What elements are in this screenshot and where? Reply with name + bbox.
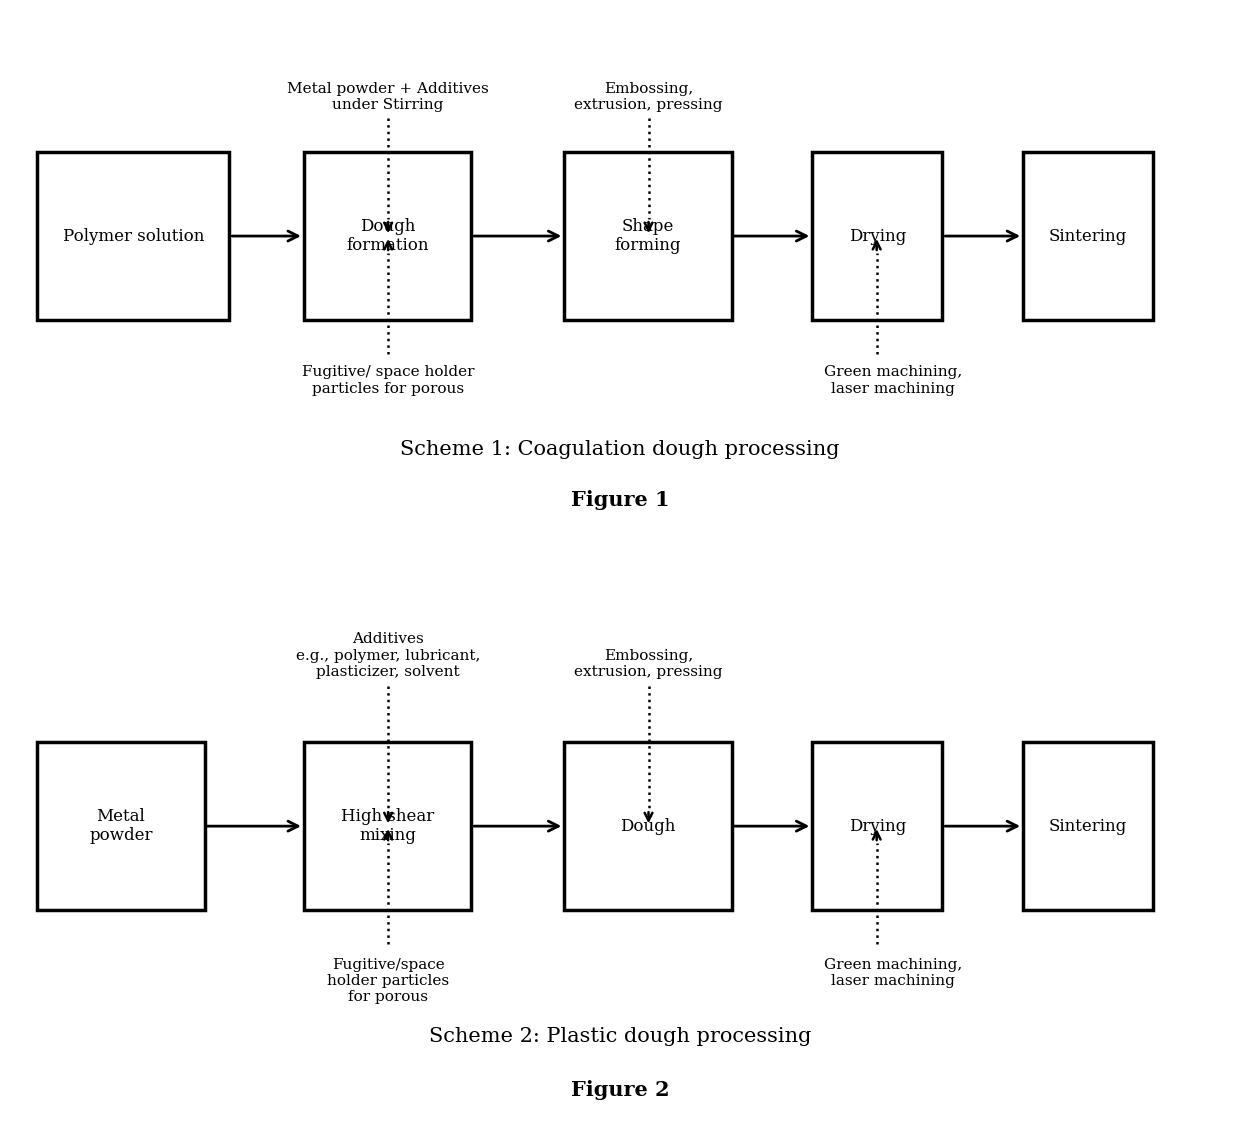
Text: Scheme 1: Coagulation dough processing: Scheme 1: Coagulation dough processing bbox=[401, 441, 839, 459]
Text: Polymer solution: Polymer solution bbox=[62, 227, 205, 245]
Text: Dough
formation: Dough formation bbox=[346, 218, 429, 254]
Text: Sintering: Sintering bbox=[1049, 817, 1127, 835]
Bar bbox=[304, 742, 471, 910]
Text: Embossing,
extrusion, pressing: Embossing, extrusion, pressing bbox=[574, 649, 723, 679]
Text: Embossing,
extrusion, pressing: Embossing, extrusion, pressing bbox=[574, 82, 723, 112]
Bar bbox=[812, 742, 942, 910]
Text: Green machining,
laser machining: Green machining, laser machining bbox=[823, 958, 962, 988]
Text: Drying: Drying bbox=[848, 817, 906, 835]
Text: Green machining,
laser machining: Green machining, laser machining bbox=[823, 365, 962, 396]
Text: Fugitive/ space holder
particles for porous: Fugitive/ space holder particles for por… bbox=[301, 365, 475, 396]
Text: Scheme 2: Plastic dough processing: Scheme 2: Plastic dough processing bbox=[429, 1027, 811, 1045]
Text: Sintering: Sintering bbox=[1049, 227, 1127, 245]
Text: Fugitive/space
holder particles
for porous: Fugitive/space holder particles for poro… bbox=[327, 958, 449, 1004]
Text: Drying: Drying bbox=[848, 227, 906, 245]
Bar bbox=[37, 742, 205, 910]
Text: High shear
mixing: High shear mixing bbox=[341, 808, 434, 844]
Text: Additives
e.g., polymer, lubricant,
plasticizer, solvent: Additives e.g., polymer, lubricant, plas… bbox=[296, 633, 480, 679]
Text: Metal powder + Additives
under Stirring: Metal powder + Additives under Stirring bbox=[288, 82, 489, 112]
Bar bbox=[37, 152, 229, 320]
Text: Dough: Dough bbox=[620, 817, 676, 835]
Bar bbox=[1023, 742, 1153, 910]
Text: Figure 2: Figure 2 bbox=[570, 1080, 670, 1100]
Bar bbox=[564, 152, 732, 320]
Text: Shape
forming: Shape forming bbox=[615, 218, 681, 254]
Text: Metal
powder: Metal powder bbox=[89, 808, 153, 844]
Bar bbox=[812, 152, 942, 320]
Text: Figure 1: Figure 1 bbox=[570, 490, 670, 510]
Bar bbox=[564, 742, 732, 910]
Bar bbox=[1023, 152, 1153, 320]
Bar bbox=[304, 152, 471, 320]
